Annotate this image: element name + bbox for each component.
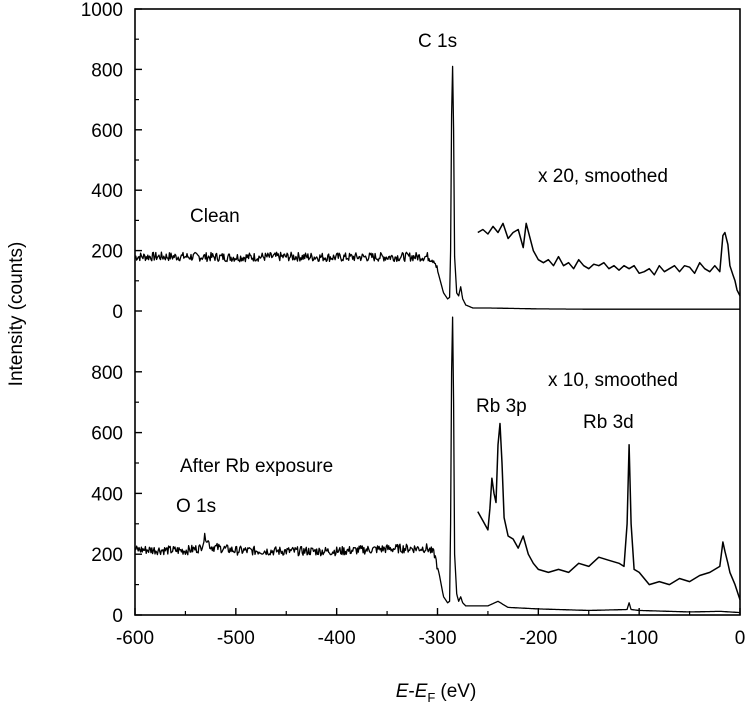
- x-tick-label: -300: [418, 628, 456, 649]
- x-tick-label: -600: [116, 628, 154, 649]
- series-line-clean-smoothed: [477, 222, 741, 297]
- series-line-rb-raw: [134, 316, 741, 614]
- annotation-after: After Rb exposure: [180, 456, 333, 477]
- chart-series: [134, 65, 741, 614]
- annotation-c1s: C 1s: [418, 31, 457, 52]
- series-line-clean-raw: [134, 65, 740, 310]
- y-tick-label-upper: 400: [91, 181, 123, 202]
- y-tick-label-lower: 800: [91, 363, 123, 384]
- y-tick-label-upper: 200: [91, 242, 123, 263]
- x-axis-title: E-EF (eV): [396, 681, 477, 705]
- series-line-rb-smoothed: [477, 422, 741, 601]
- annotation-o1s: O 1s: [176, 496, 216, 517]
- y-tick-label-upper: 600: [91, 121, 123, 142]
- x-tick-label: -200: [519, 628, 557, 649]
- chart-axes: [134, 8, 741, 616]
- y-tick-label-upper: 1000: [81, 0, 123, 21]
- chart-ticks: -600 -500 -400 -300 -200 -100 0 0 200 400 600 800 10…: [81, 0, 746, 649]
- x-tick-label: -400: [318, 628, 356, 649]
- x-tick-label: -500: [217, 628, 255, 649]
- annotation-rb3d: Rb 3d: [583, 412, 634, 433]
- y-tick-label-upper: 0: [112, 302, 123, 323]
- y-tick-label-lower: 0: [112, 606, 123, 627]
- y-tick-label-upper: 800: [91, 60, 123, 81]
- annotation-scale-upper: x 20, smoothed: [538, 166, 668, 187]
- annotation-rb3p: Rb 3p: [476, 396, 527, 417]
- y-tick-label-lower: 400: [91, 484, 123, 505]
- annotation-scale-lower: x 10, smoothed: [548, 370, 678, 391]
- y-tick-label-lower: 600: [91, 424, 123, 445]
- y-tick-label-lower: 200: [91, 545, 123, 566]
- x-tick-label: -100: [620, 628, 658, 649]
- x-tick-label: 0: [735, 628, 746, 649]
- plot-frame: [134, 8, 741, 616]
- y-axis-title: Intensity (counts): [6, 242, 27, 387]
- annotation-clean: Clean: [190, 206, 240, 227]
